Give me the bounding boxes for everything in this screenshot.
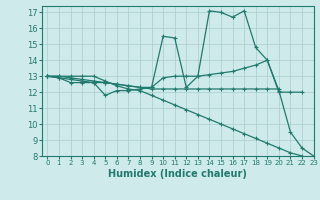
X-axis label: Humidex (Indice chaleur): Humidex (Indice chaleur) [108, 169, 247, 179]
